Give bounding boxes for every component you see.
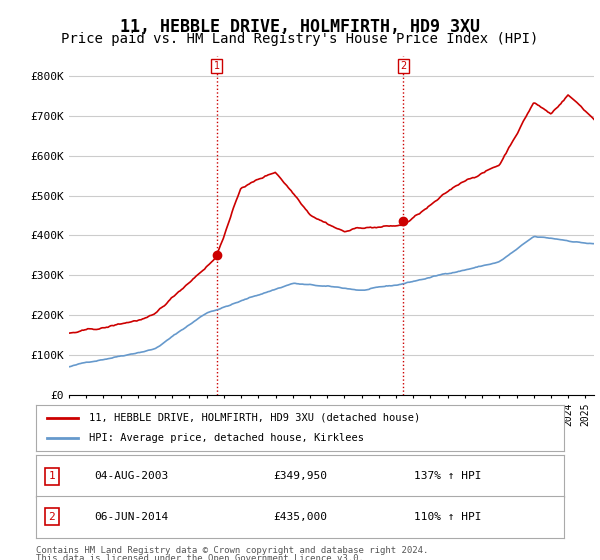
Text: 110% ↑ HPI: 110% ↑ HPI [414, 512, 482, 521]
Text: 11, HEBBLE DRIVE, HOLMFIRTH, HD9 3XU (detached house): 11, HEBBLE DRIVE, HOLMFIRTH, HD9 3XU (de… [89, 413, 420, 423]
Text: Price paid vs. HM Land Registry's House Price Index (HPI): Price paid vs. HM Land Registry's House … [61, 32, 539, 46]
Text: This data is licensed under the Open Government Licence v3.0.: This data is licensed under the Open Gov… [36, 554, 364, 560]
Text: 1: 1 [49, 472, 55, 481]
Text: HPI: Average price, detached house, Kirklees: HPI: Average price, detached house, Kirk… [89, 433, 364, 443]
Text: 04-AUG-2003: 04-AUG-2003 [94, 472, 168, 481]
Text: 2: 2 [49, 512, 55, 521]
Text: 1: 1 [214, 61, 220, 71]
Text: 11, HEBBLE DRIVE, HOLMFIRTH, HD9 3XU: 11, HEBBLE DRIVE, HOLMFIRTH, HD9 3XU [120, 18, 480, 36]
Text: £349,950: £349,950 [273, 472, 327, 481]
Text: 2: 2 [400, 61, 407, 71]
Text: £435,000: £435,000 [273, 512, 327, 521]
Text: 137% ↑ HPI: 137% ↑ HPI [414, 472, 482, 481]
Text: 06-JUN-2014: 06-JUN-2014 [94, 512, 168, 521]
Text: Contains HM Land Registry data © Crown copyright and database right 2024.: Contains HM Land Registry data © Crown c… [36, 546, 428, 555]
